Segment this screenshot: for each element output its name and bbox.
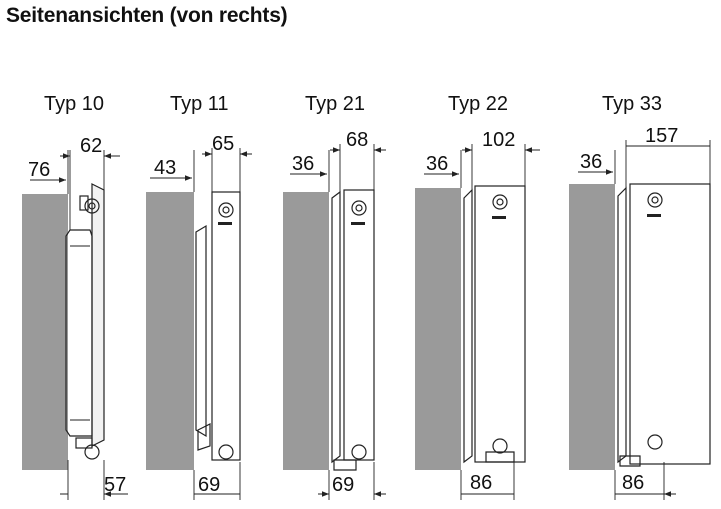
dim-wall-gap: 76 — [28, 159, 50, 181]
rear-panel — [331, 190, 341, 464]
radiator-panel — [91, 183, 105, 447]
radiator-body — [343, 189, 375, 461]
connector-icon — [492, 438, 508, 454]
view-typ-22: Typ 22 36 102 86 — [415, 93, 540, 500]
type-label: Typ 22 — [448, 93, 508, 115]
valve-icon — [351, 200, 367, 216]
radiator-body — [629, 183, 711, 465]
view-typ-33: Typ 33 36 157 86 — [569, 93, 711, 500]
dim-depth: 68 — [346, 129, 368, 151]
dim-bottom: 69 — [332, 474, 354, 496]
rear-panel — [617, 186, 627, 464]
dim-depth: 102 — [482, 129, 515, 151]
radiator-body — [474, 185, 526, 463]
wall — [22, 194, 68, 470]
wall — [283, 192, 329, 470]
view-typ-21: Typ 21 36 68 69 — [283, 93, 386, 500]
page-title: Seitenansichten (von rechts) — [6, 4, 288, 27]
dim-bottom: 86 — [622, 472, 644, 494]
wall — [569, 184, 615, 470]
wall — [146, 192, 194, 470]
dim-depth: 65 — [212, 133, 234, 155]
valve-icon — [218, 202, 234, 218]
connector-icon — [647, 434, 663, 450]
valve-icon — [492, 194, 508, 210]
dim-wall-gap: 36 — [426, 153, 448, 175]
dim-wall-gap: 36 — [580, 151, 602, 173]
type-label: Typ 33 — [602, 93, 662, 115]
type-label: Typ 21 — [305, 93, 365, 115]
connector-icon — [218, 444, 234, 460]
valve-icon — [84, 198, 100, 214]
wall-bracket — [65, 229, 93, 437]
dim-bottom: 57 — [104, 474, 126, 496]
valve-icon — [647, 192, 663, 208]
dim-wall-gap: 36 — [292, 153, 314, 175]
wall — [415, 188, 461, 470]
rear-panel — [463, 188, 473, 464]
dim-bottom: 86 — [470, 472, 492, 494]
dim-depth: 62 — [80, 135, 102, 157]
type-label: Typ 10 — [44, 93, 104, 115]
radiator-body — [211, 191, 241, 461]
view-typ-10: Typ 10 76 62 57 — [22, 93, 128, 500]
type-label: Typ 11 — [170, 93, 229, 115]
view-typ-11: Typ 11 43 65 69 — [146, 93, 252, 500]
dim-depth: 157 — [645, 125, 678, 147]
wall-bracket — [195, 224, 207, 438]
dim-bottom: 69 — [198, 474, 220, 496]
dim-wall-gap: 43 — [154, 157, 176, 179]
connector-icon — [351, 444, 367, 460]
